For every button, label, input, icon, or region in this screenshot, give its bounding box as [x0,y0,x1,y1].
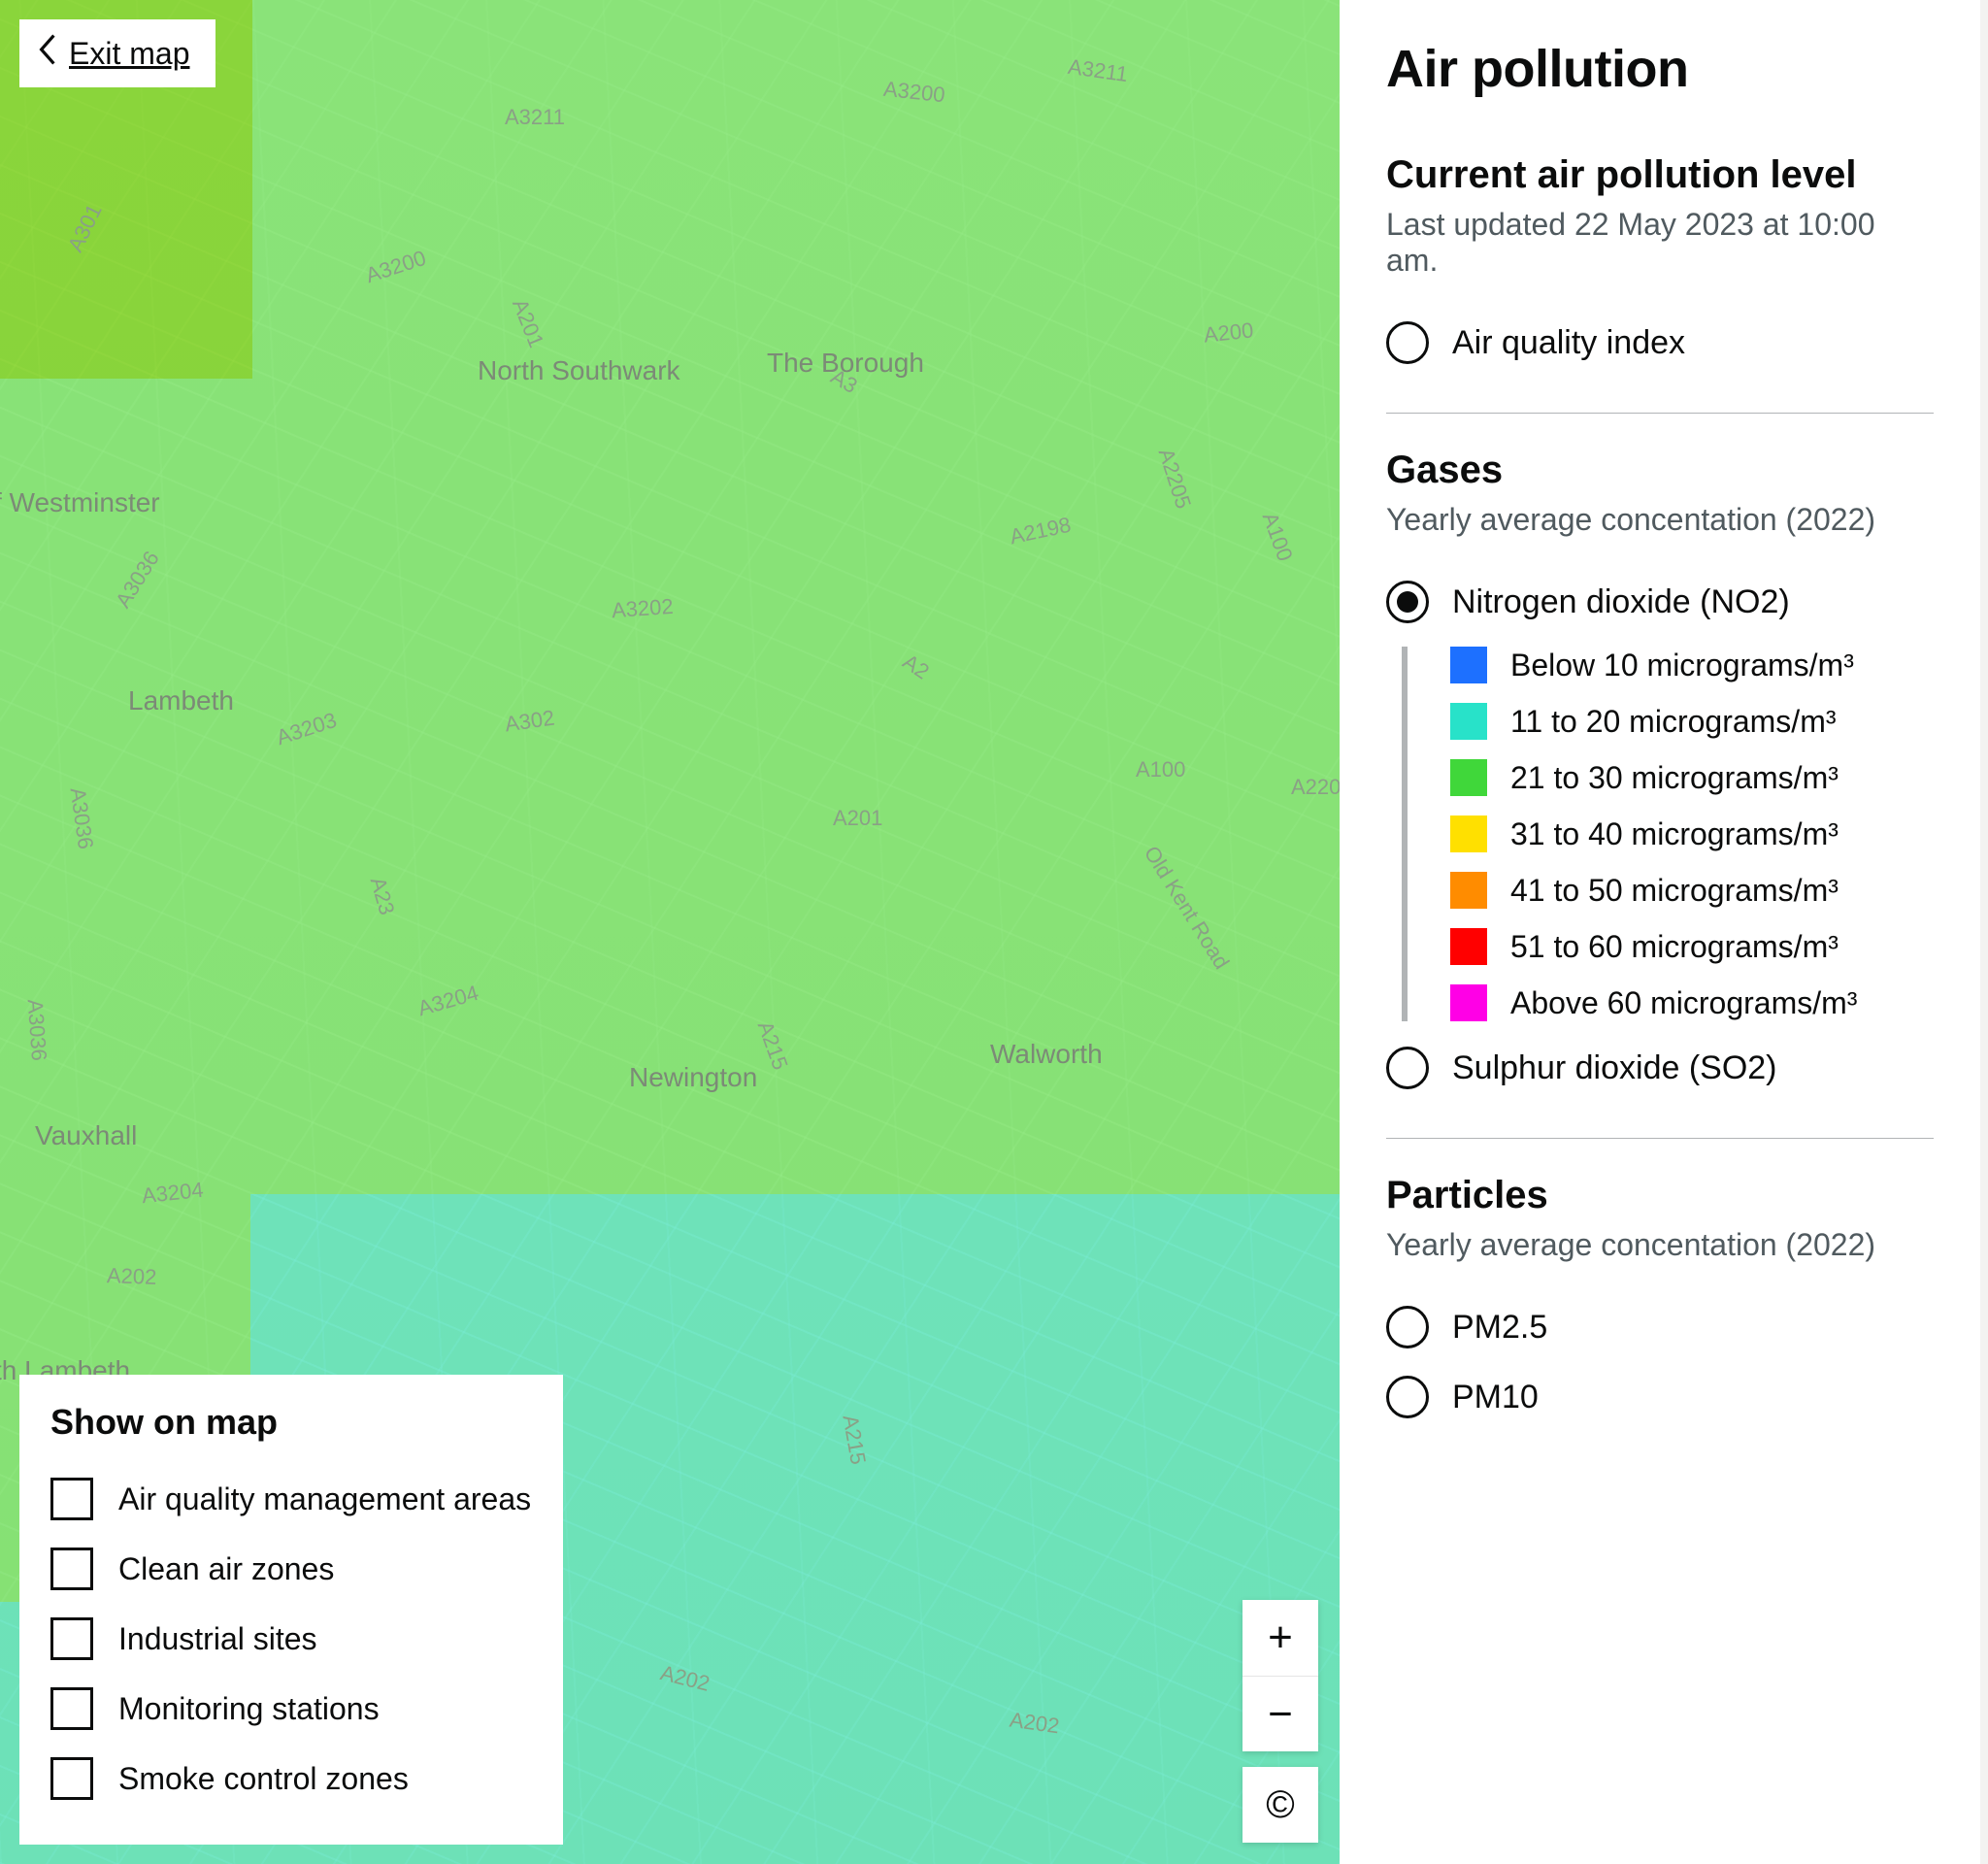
app-root: f WestminsterNorth SouthwarkThe BoroughL… [0,0,1988,1864]
show-on-map-item[interactable]: Air quality management areas [50,1464,532,1534]
legend-label: Below 10 micrograms/m³ [1510,648,1854,683]
legend-row: 51 to 60 micrograms/m³ [1450,928,1934,965]
zoom-group: + − [1242,1600,1318,1751]
checkbox-icon [50,1757,93,1800]
legend-label: 41 to 50 micrograms/m³ [1510,873,1839,909]
legend-swatch [1450,872,1487,909]
legend-label: 31 to 40 micrograms/m³ [1510,816,1839,852]
section-particles: Particles Yearly average concentation (2… [1386,1174,1934,1432]
current-heading: Current air pollution level [1386,153,1934,197]
radio-icon [1386,1047,1429,1089]
legend-label: Above 60 micrograms/m³ [1510,985,1857,1021]
zoom-out-button[interactable]: − [1242,1676,1318,1751]
radio-icon [1386,1376,1429,1418]
gas-option[interactable]: Sulphur dioxide (SO2) [1386,1033,1934,1103]
particles-sub: Yearly average concentation (2022) [1386,1227,1934,1263]
legend-swatch [1450,984,1487,1021]
legend-row: 41 to 50 micrograms/m³ [1450,872,1934,909]
legend-swatch [1450,647,1487,683]
checkbox-icon [50,1478,93,1520]
gas-option-label: Sulphur dioxide (SO2) [1452,1049,1777,1087]
gases-heading: Gases [1386,449,1934,492]
legend-row: 11 to 20 micrograms/m³ [1450,703,1934,740]
legend: Below 10 micrograms/m³ 11 to 20 microgram… [1402,647,1934,1021]
checkbox-icon [50,1548,93,1590]
map-overlay-tile [0,0,1340,1194]
show-on-map-item[interactable]: Monitoring stations [50,1674,532,1744]
map-pane[interactable]: f WestminsterNorth SouthwarkThe BoroughL… [0,0,1340,1864]
map-controls: + − © [1242,1600,1318,1843]
aqi-option-label: Air quality index [1452,324,1685,362]
particles-heading: Particles [1386,1174,1934,1217]
checkbox-icon [50,1687,93,1730]
gas-option-label: Nitrogen dioxide (NO2) [1452,583,1790,621]
side-panel: Air pollution Current air pollution leve… [1340,0,1988,1864]
legend-swatch [1450,759,1487,796]
exit-map-label: Exit map [69,36,189,72]
legend-swatch [1450,928,1487,965]
legend-row: Below 10 micrograms/m³ [1450,647,1934,683]
legend-swatch [1450,816,1487,852]
show-on-map-item-label: Smoke control zones [118,1761,409,1797]
gas-option[interactable]: Nitrogen dioxide (NO2) [1386,567,1934,637]
legend-swatch [1450,703,1487,740]
section-gases: Gases Yearly average concentation (2022)… [1386,449,1934,1103]
show-on-map-heading: Show on map [50,1402,532,1443]
radio-icon [1386,321,1429,364]
zoom-in-button[interactable]: + [1242,1600,1318,1676]
particle-option-label: PM10 [1452,1379,1539,1416]
legend-label: 11 to 20 micrograms/m³ [1510,704,1837,740]
show-on-map-panel: Show on map Air quality management areas… [19,1375,563,1845]
show-on-map-item-label: Monitoring stations [118,1691,380,1727]
divider [1386,413,1934,414]
checkbox-icon [50,1617,93,1660]
radio-icon [1386,1306,1429,1348]
legend-label: 21 to 30 micrograms/m³ [1510,760,1839,796]
divider [1386,1138,1934,1139]
show-on-map-item-label: Clean air zones [118,1551,334,1587]
section-current: Current air pollution level Last updated… [1386,153,1934,378]
particle-option-label: PM2.5 [1452,1309,1547,1347]
chevron-left-icon [38,34,57,73]
aqi-option[interactable]: Air quality index [1386,308,1934,378]
particle-option[interactable]: PM2.5 [1386,1292,1934,1362]
legend-label: 51 to 60 micrograms/m³ [1510,929,1839,965]
gases-sub: Yearly average concentation (2022) [1386,502,1934,538]
legend-row: Above 60 micrograms/m³ [1450,984,1934,1021]
show-on-map-item[interactable]: Smoke control zones [50,1744,532,1814]
show-on-map-item[interactable]: Clean air zones [50,1534,532,1604]
current-updated: Last updated 22 May 2023 at 10:00 am. [1386,207,1934,279]
attribution-button[interactable]: © [1242,1767,1318,1843]
page-title: Air pollution [1386,39,1934,99]
exit-map-button[interactable]: Exit map [19,19,215,87]
show-on-map-item[interactable]: Industrial sites [50,1604,532,1674]
legend-row: 31 to 40 micrograms/m³ [1450,816,1934,852]
legend-row: 21 to 30 micrograms/m³ [1450,759,1934,796]
show-on-map-item-label: Industrial sites [118,1621,317,1657]
show-on-map-item-label: Air quality management areas [118,1481,531,1517]
radio-icon [1386,581,1429,623]
particle-option[interactable]: PM10 [1386,1362,1934,1432]
